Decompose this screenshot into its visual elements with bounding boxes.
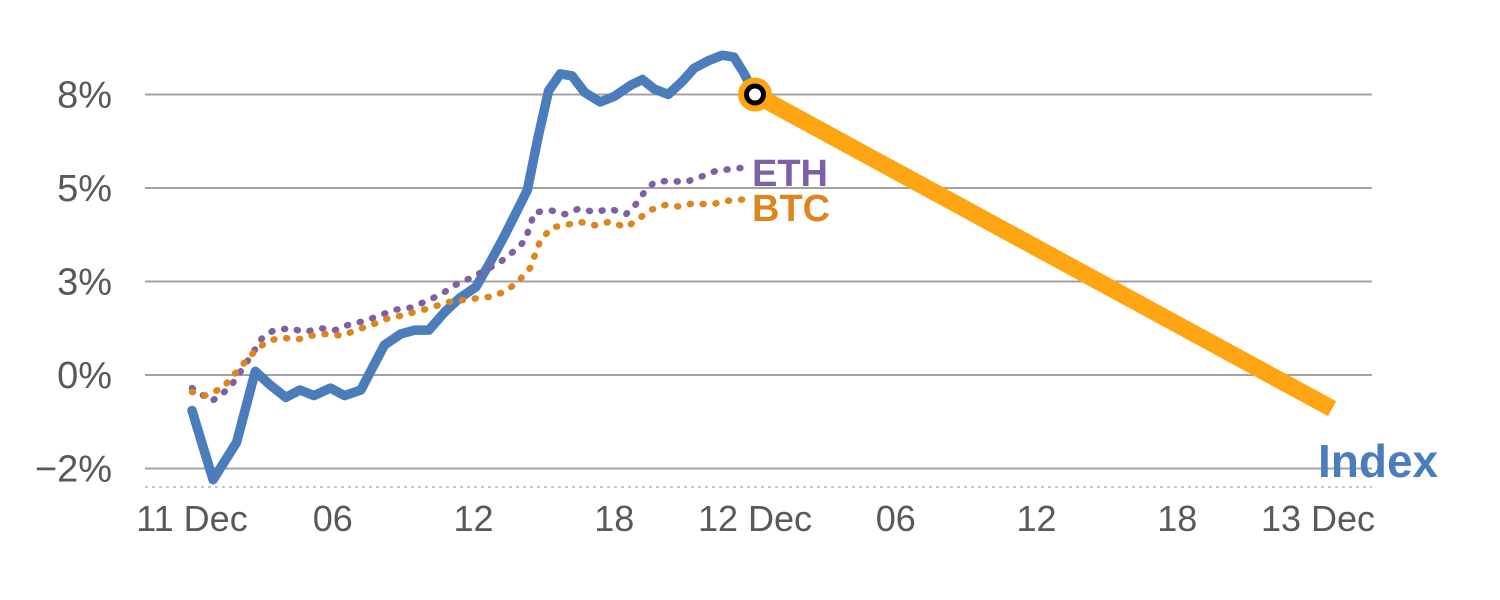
y-tick-label: 3% <box>57 262 112 304</box>
series-line-btc <box>188 195 749 399</box>
projection-start-marker <box>737 77 772 112</box>
x-tick-label: 18 <box>1157 498 1197 539</box>
x-tick-label: 18 <box>594 498 634 539</box>
btc-series-label: BTC <box>752 188 830 230</box>
x-tick-label: 06 <box>313 498 353 539</box>
x-tick-label: 11 Dec <box>136 498 247 539</box>
y-tick-label: −2% <box>35 449 112 491</box>
series-lines <box>187 50 1337 485</box>
x-axis-labels: 11 Dec 06 12 18 12 Dec 06 12 18 13 Dec <box>136 498 1375 539</box>
x-tick-label: 12 <box>1016 498 1056 539</box>
x-tick-label: 12 Dec <box>698 498 812 539</box>
index-series-label: Index <box>1318 435 1439 487</box>
y-tick-label: 0% <box>57 355 112 397</box>
y-tick-label: 8% <box>57 75 112 117</box>
series-line-eth <box>188 164 749 405</box>
x-tick-label: 12 <box>453 498 493 539</box>
eth-series-label: ETH <box>752 153 828 195</box>
x-tick-label: 13 Dec <box>1261 498 1375 539</box>
marker-inner-ring <box>743 83 766 106</box>
series-line-index <box>187 50 760 485</box>
series-line-index-projection <box>750 87 1337 417</box>
gridlines <box>145 93 1372 470</box>
y-tick-label: 5% <box>57 168 112 210</box>
y-axis-labels: 8% 5% 3% 0% −2% <box>35 75 112 491</box>
x-tick-label: 06 <box>876 498 916 539</box>
